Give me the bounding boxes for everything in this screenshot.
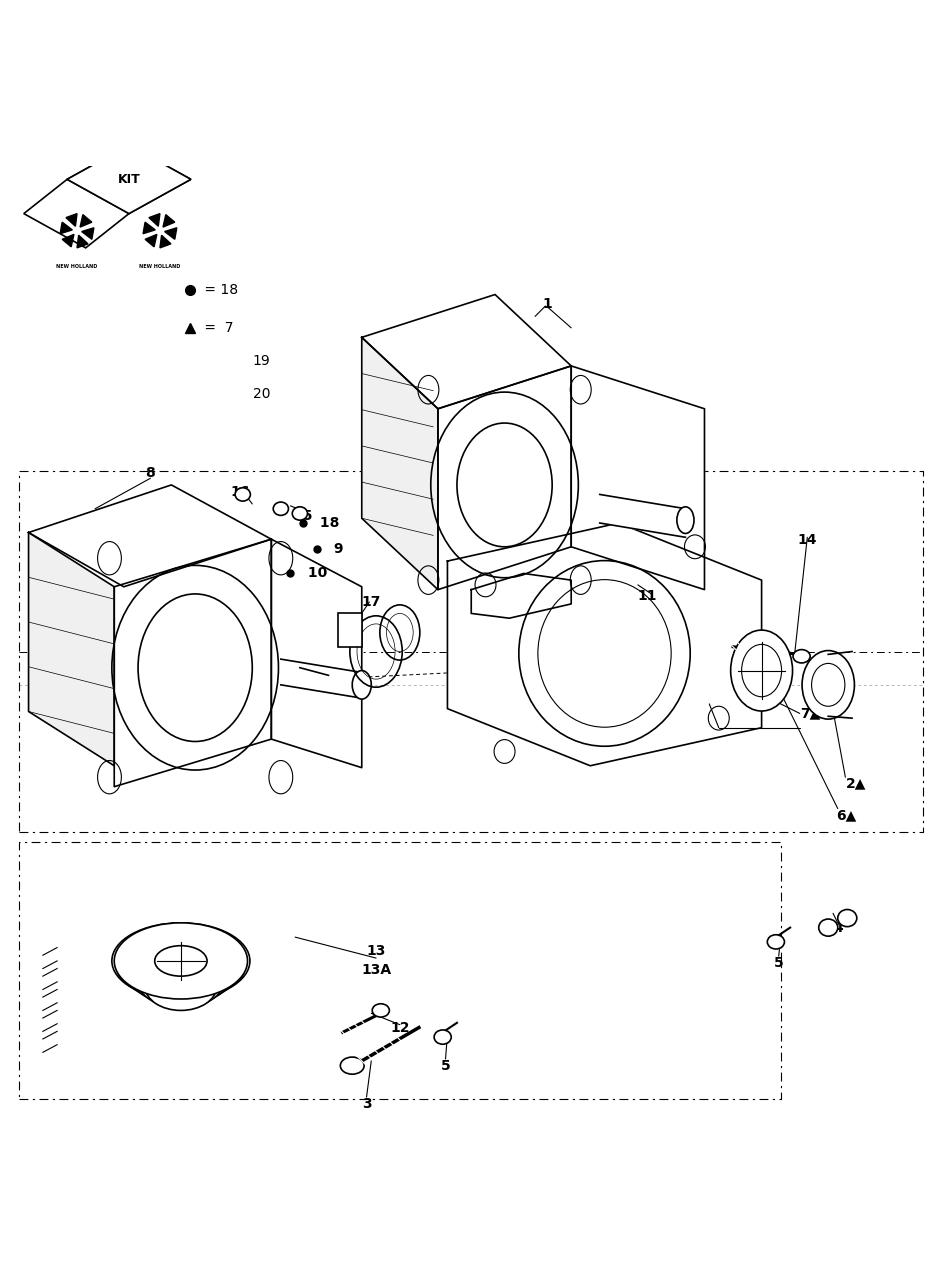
Ellipse shape xyxy=(154,946,208,976)
Ellipse shape xyxy=(341,1057,364,1075)
Polygon shape xyxy=(67,145,190,213)
Text: 10: 10 xyxy=(303,565,327,579)
Text: =  7: = 7 xyxy=(200,321,233,335)
Ellipse shape xyxy=(767,935,784,949)
Polygon shape xyxy=(80,214,91,227)
Text: 19: 19 xyxy=(253,354,270,369)
Polygon shape xyxy=(362,338,438,589)
Text: 15: 15 xyxy=(293,510,312,524)
Text: 14: 14 xyxy=(798,533,817,547)
Polygon shape xyxy=(60,222,72,234)
Polygon shape xyxy=(149,213,160,226)
Ellipse shape xyxy=(138,955,224,1008)
Polygon shape xyxy=(362,294,571,408)
Ellipse shape xyxy=(352,670,371,698)
Polygon shape xyxy=(82,227,94,239)
Text: 12: 12 xyxy=(390,1021,409,1035)
Polygon shape xyxy=(600,494,685,537)
Text: 3: 3 xyxy=(362,1097,371,1111)
Polygon shape xyxy=(77,235,88,248)
Ellipse shape xyxy=(819,919,838,936)
Polygon shape xyxy=(145,235,157,247)
Polygon shape xyxy=(24,180,129,248)
Ellipse shape xyxy=(838,909,857,927)
Text: 17: 17 xyxy=(362,594,381,609)
Text: = 18: = 18 xyxy=(200,282,238,297)
Polygon shape xyxy=(143,222,155,234)
Ellipse shape xyxy=(292,507,307,520)
Text: 6▲: 6▲ xyxy=(836,808,856,822)
Text: 5: 5 xyxy=(774,955,783,969)
Ellipse shape xyxy=(124,940,238,1002)
Ellipse shape xyxy=(434,1030,451,1044)
Ellipse shape xyxy=(677,507,694,533)
Text: NEW HOLLAND: NEW HOLLAND xyxy=(56,265,98,270)
Text: 18: 18 xyxy=(315,516,340,530)
Text: 5: 5 xyxy=(441,1058,450,1072)
Polygon shape xyxy=(29,533,114,765)
Ellipse shape xyxy=(372,1004,389,1017)
Text: NEW HOLLAND: NEW HOLLAND xyxy=(139,265,181,270)
Ellipse shape xyxy=(145,963,216,1011)
Polygon shape xyxy=(29,485,271,587)
FancyBboxPatch shape xyxy=(338,614,362,647)
Text: 1: 1 xyxy=(543,297,552,311)
Text: 20: 20 xyxy=(253,388,270,402)
Polygon shape xyxy=(571,366,704,589)
Polygon shape xyxy=(271,539,362,768)
Ellipse shape xyxy=(235,488,250,501)
Text: 13: 13 xyxy=(367,945,386,958)
Polygon shape xyxy=(114,539,271,787)
Polygon shape xyxy=(165,227,177,239)
Text: 11: 11 xyxy=(638,589,657,603)
Polygon shape xyxy=(160,235,171,248)
Text: 16: 16 xyxy=(230,484,249,498)
Polygon shape xyxy=(438,366,571,589)
Text: 4: 4 xyxy=(833,921,843,935)
Polygon shape xyxy=(163,214,175,227)
Ellipse shape xyxy=(802,651,855,719)
Text: 9: 9 xyxy=(329,542,344,556)
Text: KIT: KIT xyxy=(118,173,140,186)
Polygon shape xyxy=(62,235,74,247)
Text: 7▲: 7▲ xyxy=(800,706,820,720)
Ellipse shape xyxy=(112,923,249,999)
Text: 8: 8 xyxy=(146,466,155,479)
Ellipse shape xyxy=(116,932,245,999)
Text: 13A: 13A xyxy=(361,963,391,977)
Ellipse shape xyxy=(273,502,288,515)
Text: 2▲: 2▲ xyxy=(845,776,865,790)
Ellipse shape xyxy=(793,650,810,663)
Ellipse shape xyxy=(114,923,248,999)
Polygon shape xyxy=(66,213,77,226)
Ellipse shape xyxy=(131,948,230,1005)
Polygon shape xyxy=(447,523,762,765)
Ellipse shape xyxy=(731,630,792,711)
